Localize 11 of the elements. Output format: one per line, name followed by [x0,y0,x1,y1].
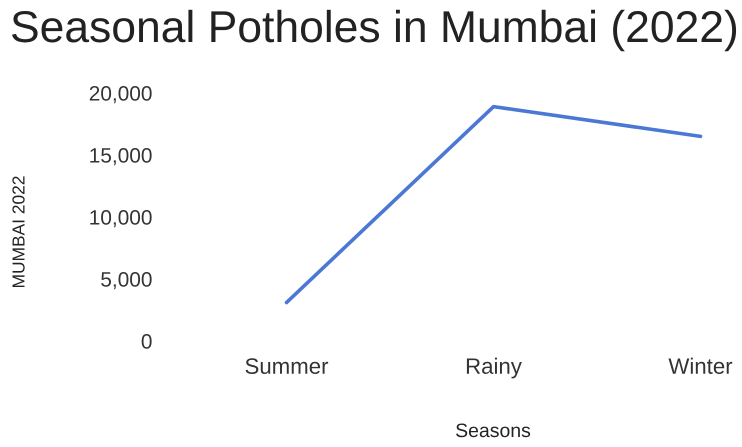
x-tick-label: Winter [668,358,732,374]
y-tick-label: 20,000 [90,86,152,104]
y-axis-title: MUMBAI 2022 [12,176,25,288]
y-tick-label: 10,000 [90,210,152,228]
y-tick-label: 15,000 [90,148,152,166]
chart-title: Seasonal Potholes in Mumbai (2022) [12,10,736,52]
x-tick-label: Rainy [466,358,522,378]
x-axis-title: Seasons [456,423,530,438]
x-tick-label: Summer [246,358,328,374]
y-tick-label: 0 [142,334,152,349]
y-tick-label: 5,000 [101,272,152,290]
